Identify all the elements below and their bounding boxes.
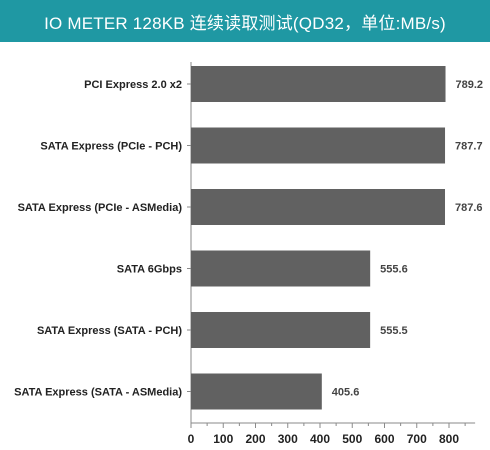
x-tick-label: 300 xyxy=(278,432,298,446)
value-label: 405.6 xyxy=(332,387,360,399)
x-tick-label: 800 xyxy=(439,432,459,446)
x-tick-label: 700 xyxy=(407,432,427,446)
category-label: SATA 6Gbps xyxy=(117,264,182,276)
category-label: SATA Express (SATA - ASMedia) xyxy=(14,387,182,399)
bar xyxy=(191,66,446,102)
category-label: SATA Express (SATA - PCH) xyxy=(37,325,182,337)
category-label: PCI Express 2.0 x2 xyxy=(84,79,182,91)
value-label: 555.6 xyxy=(380,264,408,276)
x-tick-label: 600 xyxy=(374,432,394,446)
bar xyxy=(191,250,371,287)
x-tick-label: 100 xyxy=(213,432,233,446)
x-tick-label: 0 xyxy=(188,432,195,446)
title-bar: IO METER 128KB 连续读取测试(QD32，单位:MB/s) xyxy=(0,0,490,42)
bar xyxy=(191,312,371,348)
value-label: 787.6 xyxy=(455,202,483,214)
bar xyxy=(191,373,322,410)
value-label: 555.5 xyxy=(380,325,408,337)
value-label: 787.7 xyxy=(455,141,483,153)
value-label: 789.2 xyxy=(456,79,484,91)
chart-title: IO METER 128KB 连续读取测试(QD32，单位:MB/s) xyxy=(44,13,446,33)
x-tick-label: 500 xyxy=(342,432,362,446)
category-label: SATA Express (PCIe - PCH) xyxy=(40,141,182,153)
bar xyxy=(191,127,446,164)
bar xyxy=(191,189,446,225)
x-tick-label: 200 xyxy=(245,432,265,446)
category-label: SATA Express (PCIe - ASMedia) xyxy=(18,202,183,214)
x-tick-label: 400 xyxy=(310,432,330,446)
